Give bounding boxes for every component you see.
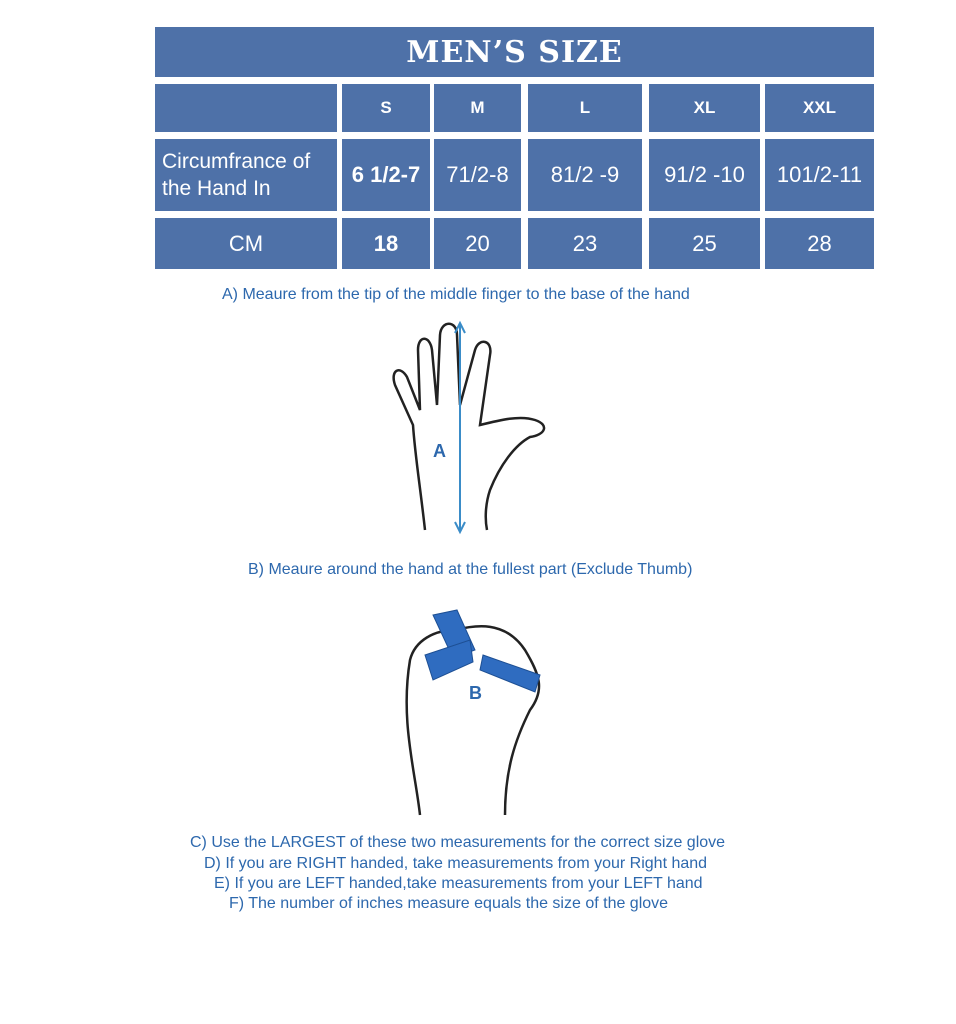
instruction-a: A) Meaure from the tip of the middle fin… (222, 286, 690, 303)
header-blank (155, 84, 337, 132)
size-header-m: M (434, 84, 521, 132)
label-a: A (433, 441, 446, 461)
inches-s: 6 1/2-7 (342, 139, 430, 211)
size-header-xxl: XXL (765, 84, 874, 132)
instruction-b: B) Meaure around the hand at the fullest… (248, 561, 693, 578)
instruction-f: F) The number of inches measure equals t… (229, 895, 669, 912)
hand-length-illustration (392, 320, 546, 535)
inches-xxl: 101/2-11 (765, 139, 874, 211)
size-header-s: S (342, 84, 430, 132)
size-header-xl: XL (649, 84, 760, 132)
label-b: B (469, 683, 482, 703)
cm-l: 23 (528, 218, 642, 269)
cm-m: 20 (434, 218, 521, 269)
cm-row-label: CM (155, 218, 337, 269)
size-header-l: L (528, 84, 642, 132)
hand-circumference-illustration (405, 609, 541, 816)
inches-l: 81/2 -9 (528, 139, 642, 211)
instruction-d: D) If you are RIGHT handed, take measure… (204, 855, 708, 872)
cm-xxl: 28 (765, 218, 874, 269)
cm-s: 18 (342, 218, 430, 269)
inches-xl: 91/2 -10 (649, 139, 760, 211)
instruction-c: C) Use the LARGEST of these two measurem… (190, 834, 726, 851)
inches-row-label: Circumfrance of the Hand In (155, 139, 337, 211)
table-title: MEN’S SIZE (155, 27, 874, 77)
instruction-e: E) If you are LEFT handed,take measureme… (214, 875, 703, 892)
inches-m: 71/2-8 (434, 139, 521, 211)
cm-xl: 25 (649, 218, 760, 269)
